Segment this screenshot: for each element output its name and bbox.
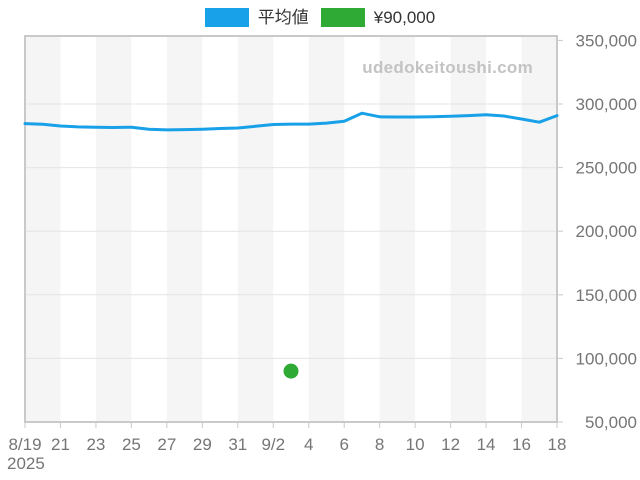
- axis-ticks: [24, 39, 563, 428]
- x-tick-label: 10: [406, 435, 425, 454]
- x-tick-label: 25: [122, 435, 141, 454]
- x-tick-label: 9/2: [261, 435, 285, 454]
- chart-legend: 平均値 ¥90,000: [0, 8, 640, 27]
- x-tick-label: 8: [375, 435, 384, 454]
- legend-item-price[interactable]: ¥90,000: [320, 8, 436, 27]
- y-tick-label: 300,000: [576, 95, 637, 114]
- legend-item-average[interactable]: 平均値: [204, 8, 309, 27]
- x-tick-label: 29: [193, 435, 212, 454]
- y-tick-label: 250,000: [576, 159, 637, 178]
- x-tick-label: 12: [441, 435, 460, 454]
- x-tick-label: 31: [228, 435, 247, 454]
- x-tick-label: 4: [304, 435, 313, 454]
- x-tick-label: 6: [339, 435, 348, 454]
- x-tick-label: 27: [157, 435, 176, 454]
- y-tick-label: 350,000: [576, 31, 637, 50]
- legend-label-price: ¥90,000: [373, 8, 436, 27]
- x-tick-label: 18: [548, 435, 567, 454]
- x-tick-label: 23: [86, 435, 105, 454]
- y-tick-label: 100,000: [576, 349, 637, 368]
- legend-swatch-price: [320, 8, 365, 27]
- plot-bands: [25, 36, 557, 422]
- legend-swatch-average: [204, 8, 249, 27]
- y-tick-label: 150,000: [576, 286, 637, 305]
- x-tick-label: 14: [477, 435, 496, 454]
- gridlines: [25, 103, 557, 359]
- y-axis-labels: 50,000 100,000 150,000 200,000 250,000 300,00…: [576, 31, 637, 432]
- x-tick-label: 16: [512, 435, 531, 454]
- listing-price-point[interactable]: [283, 363, 299, 379]
- legend-label-average: 平均値: [257, 8, 309, 27]
- plot-border: [24, 35, 558, 423]
- y-tick-label: 200,000: [576, 222, 637, 241]
- average-price-line: [23, 111, 559, 132]
- y-tick-label: 50,000: [585, 413, 637, 432]
- x-tick-label: 21: [51, 435, 70, 454]
- year-label: 2025: [7, 454, 45, 473]
- x-tick-label: 8/19: [8, 435, 41, 454]
- x-axis-labels: 8/19 21 23 25 27 29 31 9/2 4 6 8 10 12 14 16 18 2025: [7, 435, 566, 473]
